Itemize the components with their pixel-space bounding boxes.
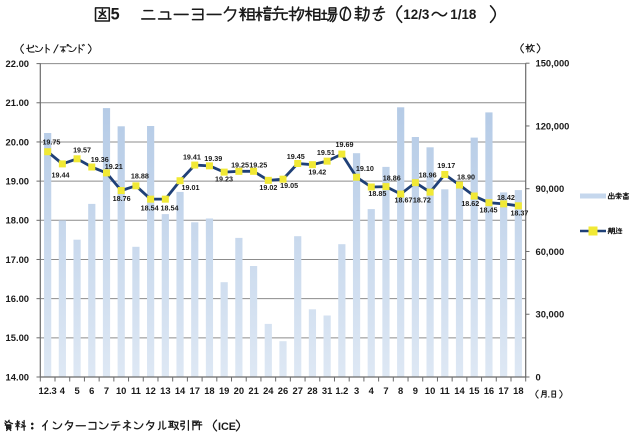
svg-text:18.76: 18.76 xyxy=(113,194,131,203)
svg-text:ICE: ICE xyxy=(218,421,236,433)
svg-text:7: 7 xyxy=(104,385,109,396)
svg-text:19.21: 19.21 xyxy=(105,162,123,171)
svg-text:17: 17 xyxy=(190,385,200,396)
svg-text:19.44: 19.44 xyxy=(52,170,70,179)
svg-text:19.69: 19.69 xyxy=(336,140,354,149)
svg-text:1.2: 1.2 xyxy=(335,385,348,396)
svg-text:19.39: 19.39 xyxy=(204,154,222,163)
svg-text:18.90: 18.90 xyxy=(457,173,475,182)
svg-text:18.42: 18.42 xyxy=(497,193,515,202)
svg-text:19.25: 19.25 xyxy=(249,160,267,169)
svg-text:19.01: 19.01 xyxy=(182,183,200,192)
svg-text:18.96: 18.96 xyxy=(419,171,437,180)
svg-text:19: 19 xyxy=(219,385,229,396)
svg-text:12/3: 12/3 xyxy=(403,7,429,22)
svg-text:21: 21 xyxy=(248,385,258,396)
svg-text:26: 26 xyxy=(278,385,288,396)
svg-text:120,000: 120,000 xyxy=(536,120,570,131)
svg-text:19.45: 19.45 xyxy=(287,152,305,161)
svg-text:15: 15 xyxy=(469,385,479,396)
svg-text:19.10: 19.10 xyxy=(356,164,374,173)
svg-text:150,000: 150,000 xyxy=(536,58,570,69)
svg-text:20.00: 20.00 xyxy=(6,136,29,147)
svg-text:22.00: 22.00 xyxy=(6,58,29,69)
svg-text:10: 10 xyxy=(116,385,126,396)
svg-text:24: 24 xyxy=(263,385,274,396)
svg-text:17: 17 xyxy=(498,385,508,396)
svg-text:27: 27 xyxy=(292,385,302,396)
svg-text:0: 0 xyxy=(536,371,541,382)
svg-text:19.41: 19.41 xyxy=(183,152,201,161)
svg-text:19.02: 19.02 xyxy=(259,183,277,192)
svg-text:18.86: 18.86 xyxy=(383,174,401,183)
svg-text:12: 12 xyxy=(145,385,155,396)
svg-text:18.00: 18.00 xyxy=(6,215,29,226)
svg-text:19.25: 19.25 xyxy=(231,160,249,169)
svg-text:18: 18 xyxy=(204,385,214,396)
svg-text:12.3: 12.3 xyxy=(39,385,57,396)
svg-text:18.85: 18.85 xyxy=(368,189,386,198)
svg-text:19.75: 19.75 xyxy=(42,138,60,147)
svg-text:60,000: 60,000 xyxy=(536,246,565,257)
svg-text:1/18: 1/18 xyxy=(450,7,477,22)
svg-text:14.00: 14.00 xyxy=(6,371,29,382)
svg-text:11: 11 xyxy=(131,385,141,396)
svg-text:19.42: 19.42 xyxy=(308,168,326,177)
svg-text:18.67: 18.67 xyxy=(394,196,412,205)
svg-text:5: 5 xyxy=(111,6,120,24)
svg-text:4: 4 xyxy=(60,385,66,396)
svg-text:18.54: 18.54 xyxy=(141,203,159,212)
svg-text:18.54: 18.54 xyxy=(161,203,179,212)
svg-text:8: 8 xyxy=(398,385,403,396)
svg-text:19.23: 19.23 xyxy=(215,175,233,184)
svg-text:15.00: 15.00 xyxy=(6,332,29,343)
svg-text:6: 6 xyxy=(89,385,94,396)
svg-text:7: 7 xyxy=(383,385,388,396)
svg-text:16.00: 16.00 xyxy=(6,293,29,304)
svg-text:11: 11 xyxy=(440,385,450,396)
svg-text:19.57: 19.57 xyxy=(73,146,91,155)
svg-text:9: 9 xyxy=(413,385,418,396)
svg-text:5: 5 xyxy=(74,385,79,396)
svg-text:14: 14 xyxy=(454,385,465,396)
svg-text:10: 10 xyxy=(425,385,435,396)
svg-text:19.17: 19.17 xyxy=(437,161,455,170)
svg-text:28: 28 xyxy=(307,385,317,396)
svg-text:18.45: 18.45 xyxy=(480,205,498,214)
svg-text:19.00: 19.00 xyxy=(6,175,29,186)
svg-text:18: 18 xyxy=(513,385,523,396)
svg-text:30,000: 30,000 xyxy=(536,309,565,320)
svg-text:13: 13 xyxy=(160,385,170,396)
svg-text:19.05: 19.05 xyxy=(280,181,298,190)
svg-text:19.36: 19.36 xyxy=(91,155,109,164)
svg-text:4: 4 xyxy=(369,385,375,396)
svg-text:18.62: 18.62 xyxy=(461,199,479,208)
svg-text:19.51: 19.51 xyxy=(317,148,335,157)
svg-text:16: 16 xyxy=(484,385,494,396)
svg-text:31: 31 xyxy=(322,385,332,396)
svg-text:18.72: 18.72 xyxy=(413,195,431,204)
svg-text:18.37: 18.37 xyxy=(510,208,528,217)
svg-text:18.88: 18.88 xyxy=(131,172,149,181)
svg-text:21.00: 21.00 xyxy=(6,97,29,108)
svg-text:20: 20 xyxy=(234,385,244,396)
svg-text:14: 14 xyxy=(175,385,186,396)
svg-text:.: . xyxy=(548,390,550,400)
svg-text:90,000: 90,000 xyxy=(536,183,565,194)
svg-text:3: 3 xyxy=(354,385,359,396)
svg-text:17.00: 17.00 xyxy=(6,254,29,265)
